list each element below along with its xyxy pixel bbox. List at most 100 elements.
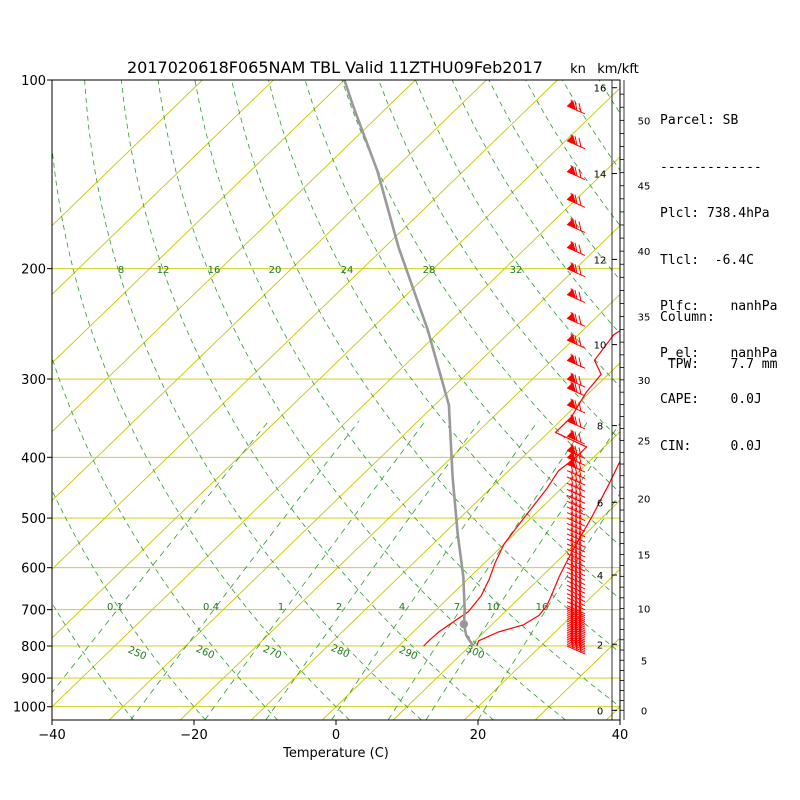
kft-tick-label: 25 — [638, 436, 651, 447]
wind-barb-flag — [578, 315, 582, 325]
dry-adiabat-label: 300 — [464, 644, 486, 662]
kft-tick-label: 5 — [641, 656, 647, 667]
kft-tick-label: 30 — [638, 376, 651, 387]
isotherm-line — [52, 156, 620, 708]
wind-barb-flag — [574, 496, 578, 506]
wind-barb — [566, 353, 586, 369]
wind-barb-flag — [578, 337, 582, 347]
wind-barb-pennant — [567, 354, 576, 365]
mixing-ratio-label: 2 — [336, 602, 342, 613]
mixing-ratio-label: 7 — [454, 602, 460, 613]
wind-barb-staff — [566, 500, 586, 510]
wind-barb-flag — [574, 136, 578, 146]
wind-barb — [566, 333, 586, 349]
wind-barb-flag — [578, 357, 582, 367]
wind-barb-flag — [574, 490, 578, 500]
wind-barb-flag — [578, 137, 582, 148]
wind-barb-flag — [570, 522, 574, 532]
wind-barb-staff — [566, 618, 586, 628]
wind-barb-staff — [566, 605, 586, 615]
wind-barb — [566, 488, 586, 504]
wind-barb-flag — [574, 313, 578, 323]
wind-barb-flag — [574, 539, 578, 549]
wind-barb — [566, 482, 586, 498]
wind-barb-flag — [570, 542, 574, 552]
kft-tick-label: 45 — [638, 182, 651, 193]
wind-barb-flag — [574, 219, 578, 229]
dry-adiabat-line — [783, 80, 800, 720]
wind-barb-flag — [574, 513, 578, 523]
wind-barb-flag — [574, 166, 578, 177]
wind-barb-flag — [570, 288, 574, 298]
wind-barb-flag — [578, 509, 582, 519]
wind-barb-staff — [566, 593, 586, 603]
parcel-line: Parcel: SB — [660, 113, 739, 128]
wind-barb-staff — [566, 629, 586, 639]
wind-barb-flag — [570, 381, 574, 391]
wind-barb-staff — [566, 533, 586, 543]
column-line: TPW: 7.7 mm — [660, 356, 778, 372]
wind-barb-staff — [566, 506, 586, 516]
wind-barb-staff — [566, 553, 586, 563]
wind-barb-staff — [566, 633, 586, 643]
wind-barb-staff — [566, 494, 586, 504]
wind-barb-flag — [578, 550, 582, 561]
wind-barb-flag — [578, 402, 582, 412]
wind-barb-staff — [566, 620, 586, 630]
mixing-ratio-label: 10 — [487, 602, 500, 613]
wind-barb-flag — [570, 506, 574, 516]
wind-barb-staff — [566, 597, 586, 607]
km-tick-label: 0 — [597, 706, 603, 717]
x-tick-label: −40 — [38, 728, 65, 743]
kft-tick-label: 15 — [638, 551, 651, 562]
wind-barb — [566, 506, 586, 522]
wind-barb — [566, 522, 586, 538]
wind-barb-staff — [566, 470, 586, 480]
wind-barb — [566, 443, 586, 459]
kft-tick-label: 50 — [638, 116, 651, 127]
column-line: Column: — [660, 310, 715, 325]
wind-barb-flag — [574, 518, 578, 529]
km-tick-label: 12 — [594, 255, 607, 266]
wind-barb-flag — [578, 536, 582, 546]
wind-barb-flag — [578, 291, 582, 301]
wind-barb-flag — [570, 500, 574, 510]
wind-barb-flag — [570, 241, 574, 251]
wind-barb — [566, 372, 586, 388]
wind-barb-flag — [570, 552, 574, 562]
wind-barb-flag — [578, 531, 582, 541]
wind-barb-flag — [570, 556, 574, 566]
kft-tick-label: 0 — [641, 706, 647, 717]
wind-barb-staff — [566, 607, 586, 617]
wind-barb-staff — [566, 543, 586, 553]
wind-barb-pennant — [567, 373, 576, 384]
pressure-tick-label: 1000 — [13, 701, 46, 716]
wind-barb-staff — [566, 584, 586, 594]
wind-barb-staff — [566, 522, 586, 532]
kft-tick-label: 40 — [638, 247, 651, 258]
x-tick-label: 40 — [612, 728, 629, 743]
wind-barb-flag — [574, 242, 578, 252]
wind-barb — [566, 262, 586, 278]
wind-barb — [566, 591, 586, 607]
wind-barb-staff — [566, 589, 586, 598]
wind-barb — [566, 217, 586, 233]
parcel-line: CIN: 0.0J — [660, 438, 762, 454]
wind-barb-staff — [566, 571, 586, 581]
wind-barb-flag — [574, 431, 578, 441]
wind-barb-staff — [566, 488, 586, 498]
wind-barb-staff — [566, 580, 586, 590]
kft-tick-label: 10 — [638, 604, 651, 615]
wind-barb-flag — [570, 429, 574, 439]
mixing-ratio-line — [52, 420, 270, 694]
wind-barb-flag — [574, 484, 578, 494]
wind-barb-staff — [566, 567, 586, 577]
wind-barb-flag — [574, 289, 578, 300]
x-axis-label: Temperature (C) — [282, 746, 389, 761]
dry-adiabat-line — [52, 489, 206, 720]
wind-barb-staff — [566, 627, 586, 637]
wind-barb-staff — [566, 643, 586, 653]
isotherm-line — [52, 80, 274, 295]
wind-barb-staff — [566, 611, 586, 621]
